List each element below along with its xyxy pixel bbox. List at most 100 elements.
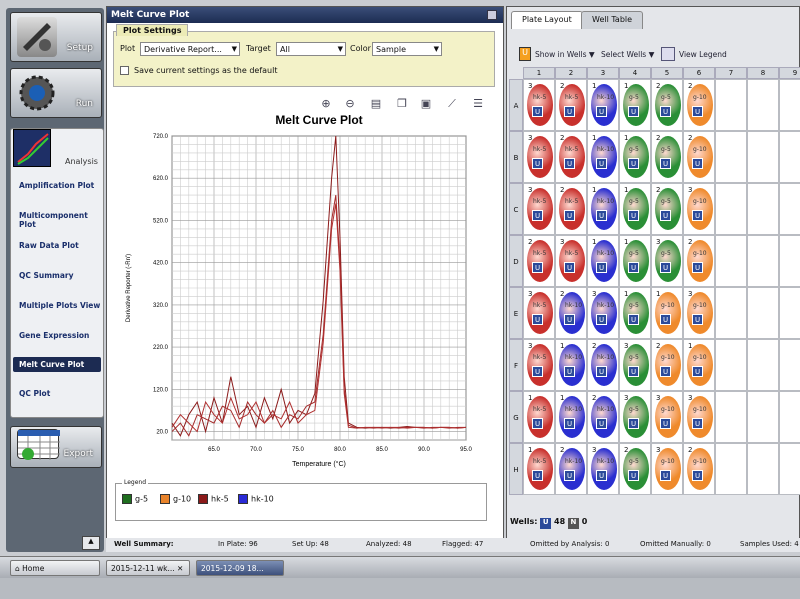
row-header-E[interactable]: E <box>509 287 523 339</box>
zoom-out-icon[interactable]: ⊖ <box>345 97 355 110</box>
view-legend-button[interactable]: View Legend <box>679 50 727 59</box>
panel-menu-icon[interactable] <box>487 10 497 20</box>
well-E5[interactable]: 1 g-10 U <box>651 287 683 339</box>
nav-multiple-plots-view[interactable]: Multiple Plots View <box>19 301 101 310</box>
well-C8[interactable] <box>747 183 779 235</box>
well-D7[interactable] <box>715 235 747 287</box>
nav-multicomponent-plot[interactable]: Multicomponent Plot <box>19 211 88 229</box>
copy-icon[interactable]: ❐ <box>397 97 407 110</box>
well-A4[interactable]: 1 g-5 U <box>619 79 651 131</box>
col-header-5[interactable]: 5 <box>651 67 683 79</box>
well-G8[interactable] <box>747 391 779 443</box>
well-E4[interactable]: 1 g-5 U <box>619 287 651 339</box>
col-header-3[interactable]: 3 <box>587 67 619 79</box>
well-E3[interactable]: 3 hk-10 U <box>587 287 619 339</box>
well-C4[interactable]: 1 g-5 U <box>619 183 651 235</box>
well-G3[interactable]: 2 hk-10 U <box>587 391 619 443</box>
row-header-F[interactable]: F <box>509 339 523 391</box>
well-H7[interactable] <box>715 443 747 495</box>
well-F1[interactable]: 3 hk-5 U <box>523 339 555 391</box>
well-G2[interactable]: 1 hk-10 U <box>555 391 587 443</box>
export-button[interactable]: Export <box>10 426 102 468</box>
nav-melt-curve-plot[interactable]: Melt Curve Plot <box>13 357 101 372</box>
target-select[interactable]: All ▼ <box>276 42 346 56</box>
well-E9[interactable] <box>779 287 800 339</box>
col-header-2[interactable]: 2 <box>555 67 587 79</box>
nav-gene-expression[interactable]: Gene Expression <box>19 331 90 340</box>
row-header-C[interactable]: C <box>509 183 523 235</box>
setup-button[interactable]: Setup <box>10 12 102 62</box>
zoom-in-icon[interactable]: ⊕ <box>321 97 331 110</box>
well-B8[interactable] <box>747 131 779 183</box>
well-A7[interactable] <box>715 79 747 131</box>
save-image-icon[interactable]: ▣ <box>420 97 432 110</box>
well-E7[interactable] <box>715 287 747 339</box>
print-icon[interactable]: ▤ <box>370 97 382 110</box>
well-A8[interactable] <box>747 79 779 131</box>
well-C2[interactable]: 2 hk-5 U <box>555 183 587 235</box>
well-D9[interactable] <box>779 235 800 287</box>
well-H5[interactable]: 3 g-10 U <box>651 443 683 495</box>
well-C6[interactable]: 3 g-10 U <box>683 183 715 235</box>
well-A1[interactable]: 3 hk-5 U <box>523 79 555 131</box>
well-D5[interactable]: 3 g-5 U <box>651 235 683 287</box>
well-B3[interactable]: 1 hk-10 U <box>587 131 619 183</box>
nav-qc-plot[interactable]: QC Plot <box>19 389 51 398</box>
plot-select[interactable]: Derivative Report... ▼ <box>140 42 240 56</box>
well-G9[interactable] <box>779 391 800 443</box>
well-G1[interactable]: 1 hk-5 U <box>523 391 555 443</box>
well-H3[interactable]: 3 hk-10 U <box>587 443 619 495</box>
well-F2[interactable]: 1 hk-10 U <box>555 339 587 391</box>
well-G5[interactable]: 3 g-10 U <box>651 391 683 443</box>
plot-settings-tab[interactable]: Plot Settings <box>116 24 189 36</box>
well-H6[interactable]: 2 g-10 U <box>683 443 715 495</box>
well-B4[interactable]: 1 g-5 U <box>619 131 651 183</box>
well-F5[interactable]: 2 g-10 U <box>651 339 683 391</box>
well-E2[interactable]: 2 hk-10 U <box>555 287 587 339</box>
well-D6[interactable]: 2 g-10 U <box>683 235 715 287</box>
well-D8[interactable] <box>747 235 779 287</box>
well-E1[interactable]: 3 hk-5 U <box>523 287 555 339</box>
well-B9[interactable] <box>779 131 800 183</box>
well-H2[interactable]: 2 hk-10 U <box>555 443 587 495</box>
tab-well-table[interactable]: Well Table <box>581 11 644 29</box>
well-E6[interactable]: 3 g-10 U <box>683 287 715 339</box>
collapse-up-icon[interactable]: ▲ <box>82 536 100 550</box>
row-header-D[interactable]: D <box>509 235 523 287</box>
well-H1[interactable]: 1 hk-5 U <box>523 443 555 495</box>
save-default-checkbox[interactable] <box>120 66 129 75</box>
well-B5[interactable]: 2 g-5 U <box>651 131 683 183</box>
well-B6[interactable]: 2 g-10 U <box>683 131 715 183</box>
nav-amplification-plot[interactable]: Amplification Plot <box>19 181 95 190</box>
task-window-1[interactable]: 2015-12-11 wk... ✕ <box>106 560 190 576</box>
list-icon[interactable]: ☰ <box>473 97 483 110</box>
well-F4[interactable]: 3 g-5 U <box>619 339 651 391</box>
col-header-7[interactable]: 7 <box>715 67 747 79</box>
well-C1[interactable]: 3 hk-5 U <box>523 183 555 235</box>
color-select[interactable]: Sample ▼ <box>372 42 442 56</box>
well-A9[interactable] <box>779 79 800 131</box>
well-G4[interactable]: 3 g-5 U <box>619 391 651 443</box>
show-in-wells-menu[interactable]: Show in Wells ▼ <box>535 50 595 59</box>
col-header-9[interactable]: 9 <box>779 67 800 79</box>
task-window-2[interactable]: 2015-12-09 18... <box>196 560 284 576</box>
row-header-H[interactable]: H <box>509 443 523 495</box>
well-C3[interactable]: 1 hk-10 U <box>587 183 619 235</box>
well-B7[interactable] <box>715 131 747 183</box>
row-header-A[interactable]: A <box>509 79 523 131</box>
plot-properties-icon[interactable]: ⟋ <box>448 97 456 110</box>
well-D2[interactable]: 3 hk-5 U <box>555 235 587 287</box>
col-header-8[interactable]: 8 <box>747 67 779 79</box>
well-B1[interactable]: 3 hk-5 U <box>523 131 555 183</box>
well-H8[interactable] <box>747 443 779 495</box>
col-header-1[interactable]: 1 <box>523 67 555 79</box>
well-F6[interactable]: 1 g-10 U <box>683 339 715 391</box>
well-H9[interactable] <box>779 443 800 495</box>
well-F7[interactable] <box>715 339 747 391</box>
close-icon[interactable]: ✕ <box>177 564 184 573</box>
well-A6[interactable]: 2 g-10 U <box>683 79 715 131</box>
well-D4[interactable]: 1 g-5 U <box>619 235 651 287</box>
well-C9[interactable] <box>779 183 800 235</box>
well-E8[interactable] <box>747 287 779 339</box>
nav-raw-data-plot[interactable]: Raw Data Plot <box>19 241 79 250</box>
